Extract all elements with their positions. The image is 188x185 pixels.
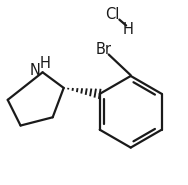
Text: Br: Br — [96, 42, 112, 57]
Text: H: H — [39, 56, 50, 71]
Text: Cl: Cl — [105, 7, 120, 22]
Text: H: H — [123, 22, 133, 37]
Text: N: N — [30, 63, 41, 78]
